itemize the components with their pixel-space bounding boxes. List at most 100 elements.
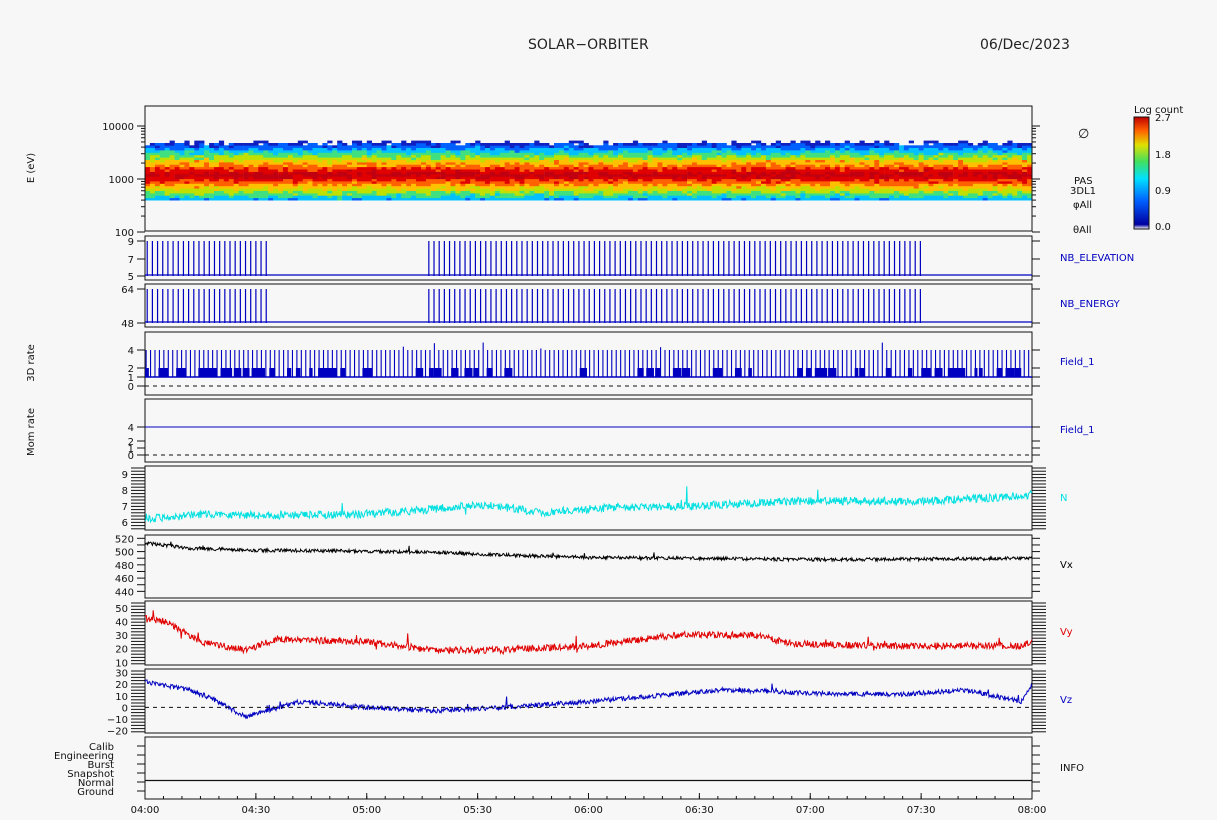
spectrogram-cell [159,152,165,156]
spectrogram-cell [465,157,471,160]
spectrogram-cell [618,178,624,182]
spectrogram-cell [455,176,461,180]
spectrogram-cell [583,185,589,189]
spectrogram-cell [371,183,377,187]
spectrogram-cell [263,147,269,151]
spectrogram-cell [869,181,875,184]
spectrogram-cell [440,157,446,160]
spectrogram-cell [228,154,234,158]
spectrogram-cell [899,147,905,151]
spectrogram-cell [963,197,969,201]
spectrogram-cell [992,143,998,146]
spectrogram-cell [977,183,983,187]
spectrogram-cell [672,147,678,151]
spectrogram-cell [218,171,225,175]
spectrogram-cell [149,174,156,177]
spectrogram-cell [371,157,377,160]
spectrogram-cell [480,195,486,199]
spectrogram-cell [233,185,239,189]
spectrogram-cell [800,147,806,151]
spectrogram-cell [613,150,619,153]
spectrogram-cell [780,162,786,165]
spectrogram-cell [879,176,885,180]
spectrogram-cell [884,140,890,144]
spectrogram-cell [761,166,767,170]
spectrogram-cell [854,157,860,160]
spectrogram-cell [352,190,358,194]
spectrogram-cell [849,176,855,180]
spectrogram-cell [322,185,328,189]
spectrogram-cell [642,164,648,168]
spectrogram-cell [312,183,318,187]
spectrogram-cell [913,195,919,199]
spectrogram-cell [706,176,712,180]
spectrogram-cell [903,162,910,165]
spectrogram-cell [322,143,328,146]
spectrogram-cell [583,166,589,170]
spectrogram-cell [746,143,752,146]
spectrogram-cell [716,176,722,180]
spectrogram-cell [1022,183,1028,187]
spectrogram-cell [627,176,634,180]
spectrogram-cell [618,143,624,146]
spectrogram-cell [682,183,688,187]
spectrogram-cell [563,185,570,189]
spectrogram-cell [761,152,767,156]
spectrogram-cell [366,159,372,163]
spectrogram-cell [238,181,244,184]
spectrogram-cell [825,147,831,151]
rate-3d-block [233,368,242,377]
spectrogram-cell [632,190,639,194]
spectrogram-cell [977,181,983,184]
spectrogram-cell [780,159,786,163]
spectrogram-cell [593,185,599,189]
spectrogram-cell [199,193,205,196]
spectrogram-cell [401,140,407,144]
spectrogram-cell [283,178,289,182]
spectrogram-cell [243,193,249,196]
spectrogram-cell [687,185,693,189]
spectrogram-cell [997,193,1003,196]
spectrogram-cell [430,159,436,163]
spectrogram-cell [258,193,264,196]
spectrogram-cell [953,188,959,191]
spectrogram-cell [815,188,821,191]
spectrogram-cell [396,157,402,160]
spectrogram-cell [696,162,703,165]
spectrogram-cell [1017,185,1023,189]
spectrogram-cell [214,150,220,153]
spectrogram-cell [894,174,900,177]
spectrogram-cell [711,181,717,184]
spectrogram-cell [790,181,796,184]
spectrogram-cell [726,174,732,177]
spectrogram-cell [598,154,604,158]
spectrogram-cell [504,195,510,199]
spectrogram-cell [583,164,589,168]
spectrogram-cell [696,150,703,153]
spectrogram-cell [662,143,668,146]
spectrogram-cell [953,150,959,153]
spectrogram-cell [958,166,964,170]
spectrogram-cell [588,169,594,172]
spectrogram-cell [790,164,796,168]
spectrogram-cell [539,190,545,194]
spectrogram-cell [977,150,983,153]
spectrogram-cell [1022,185,1028,189]
spectrogram-ytick-label: 100 [115,228,134,239]
spectrogram-cell [618,181,624,184]
spectrogram-cell [834,150,841,153]
spectrogram-cell [765,154,772,158]
spectrogram-cell [573,181,579,184]
spectrogram-cell [149,166,156,170]
spectrogram-cell [509,197,515,201]
spectrogram-cell [637,162,643,165]
spectrogram-cell [317,181,323,184]
spectrogram-cell [844,159,850,163]
spectrogram-cell [159,147,165,151]
spectrogram-cell [539,185,545,189]
spectrogram-cell [711,164,717,168]
spectrogram-cell [721,193,727,196]
spectrogram-cell [179,174,185,177]
spectrogram-cell [376,164,382,168]
rate-3d-block [295,368,301,377]
